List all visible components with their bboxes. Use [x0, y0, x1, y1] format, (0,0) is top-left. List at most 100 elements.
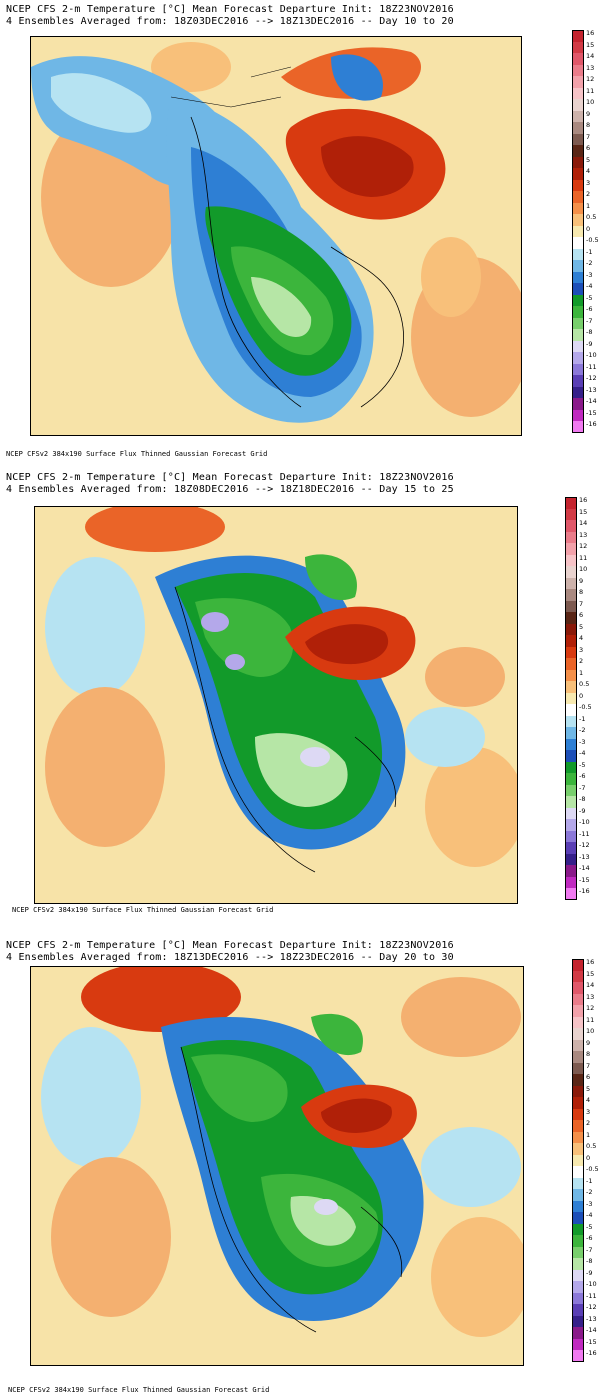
colorbar-label: 0: [579, 691, 584, 700]
colorbar-level: -4: [572, 1211, 608, 1224]
colorbar-swatch: [565, 876, 577, 888]
colorbar-label: 12: [579, 542, 588, 550]
forecast-panel-day-15-25: NCEP CFS 2-m Temperature [°C] Mean Forec…: [0, 468, 616, 938]
colorbar-swatch: [565, 715, 577, 727]
colorbar-label: 6: [586, 1073, 591, 1081]
colorbar-level: -15: [572, 409, 608, 421]
colorbar-level: 10: [572, 1027, 608, 1040]
colorbar-swatch: [572, 41, 584, 53]
colorbar-swatch: [572, 375, 584, 387]
colorbar-label: 4: [579, 634, 584, 642]
colorbar-label: 11: [586, 1015, 595, 1024]
colorbar-label: 9: [586, 1038, 591, 1047]
colorbar-swatch: [565, 566, 577, 578]
colorbar-level: 1: [572, 202, 608, 214]
colorbar-level: -15: [572, 1338, 608, 1350]
colorbar-swatch: [572, 1177, 584, 1189]
colorbar-label: -11: [579, 829, 590, 838]
colorbar-level: -10: [572, 351, 608, 364]
colorbar-swatch: [565, 865, 577, 877]
colorbar-label: 5: [586, 155, 591, 164]
colorbar-level: -10: [565, 818, 601, 831]
temperature-anomaly-map: [30, 36, 522, 436]
colorbar-swatch: [572, 386, 584, 398]
colorbar-swatch: [572, 329, 584, 341]
panel-footer: NCEP CFSv2 384x190 Surface Flux Thinned …: [8, 1386, 270, 1394]
colorbar-label: -12: [579, 841, 590, 849]
colorbar-label: -9: [586, 339, 593, 348]
colorbar-label: 2: [586, 190, 591, 198]
colorbar-level: 15: [572, 40, 608, 53]
colorbar-swatch: [565, 807, 577, 819]
panel-title-line-1: NCEP CFS 2-m Temperature [°C] Mean Forec…: [6, 4, 454, 15]
colorbar-level: 11: [572, 87, 608, 99]
colorbar-swatch: [572, 1062, 584, 1074]
colorbar-label: 10: [586, 1027, 595, 1035]
colorbar-label: -12: [586, 374, 597, 382]
colorbar-level: 16: [565, 496, 601, 509]
colorbar-label: 13: [586, 992, 595, 1001]
colorbar-label: -14: [579, 864, 590, 872]
colorbar-label: 16: [579, 496, 588, 504]
colorbar-swatch: [572, 1143, 584, 1155]
colorbar-level: -8: [572, 1257, 608, 1270]
colorbar-level: 4: [572, 167, 608, 180]
forecast-panel-day-20-30: NCEP CFS 2-m Temperature [°C] Mean Forec…: [0, 936, 616, 1398]
colorbar-level: -3: [572, 270, 608, 283]
colorbar-level: 7: [572, 132, 608, 145]
colorbar-label: -10: [586, 1280, 597, 1288]
colorbar-swatch: [572, 248, 584, 260]
colorbar-swatch: [572, 1120, 584, 1132]
colorbar-label: 3: [579, 645, 584, 654]
colorbar-swatch: [572, 294, 584, 306]
colorbar-label: -10: [586, 351, 597, 359]
colorbar-level: 12: [572, 75, 608, 88]
colorbar-swatch: [572, 64, 584, 76]
colorbar-label: 0.5: [586, 1142, 597, 1150]
colorbar-label: 15: [586, 40, 595, 49]
colorbar-swatch: [572, 982, 584, 994]
colorbar-label: 8: [586, 1050, 591, 1058]
colorbar-swatch: [572, 99, 584, 111]
colorbar-level: 6: [572, 1073, 608, 1086]
colorbar-label: -16: [586, 420, 597, 428]
colorbar-swatch: [572, 959, 584, 971]
colorbar-label: -13: [586, 385, 597, 394]
colorbar-swatch: [572, 145, 584, 157]
colorbar-level: -1: [572, 1176, 608, 1189]
colorbar-level: 12: [572, 1004, 608, 1017]
colorbar-label: 7: [586, 132, 591, 141]
colorbar-label: -5: [586, 293, 593, 302]
colorbar-label: 13: [586, 63, 595, 72]
colorbar-label: -13: [586, 1314, 597, 1323]
colorbar-level: 14: [565, 519, 601, 532]
colorbar-swatch: [572, 340, 584, 352]
colorbar-swatch: [572, 1292, 584, 1304]
colorbar-label: 0.5: [586, 213, 597, 221]
colorbar-level: -1: [572, 248, 608, 260]
colorbar-swatch: [565, 681, 577, 693]
colorbar-label: -11: [586, 362, 597, 371]
colorbar-level: -14: [572, 1326, 608, 1339]
colorbar-label: -1: [586, 1176, 593, 1185]
colorbar-label: 14: [586, 981, 595, 989]
colorbar-label: 11: [579, 553, 588, 562]
colorbar-level: 13: [572, 63, 608, 76]
colorbar-label: 9: [579, 576, 584, 585]
colorbar-label: 1: [579, 668, 584, 677]
colorbar-level: -13: [572, 385, 608, 398]
colorbar-level: 3: [572, 179, 608, 191]
colorbar-swatch: [565, 589, 577, 601]
colorbar-label: -13: [579, 852, 590, 861]
colorbar-label: 12: [586, 1004, 595, 1012]
colorbar-label: -3: [586, 270, 593, 279]
colorbar-swatch: [572, 1039, 584, 1051]
colorbar-swatch: [572, 970, 584, 982]
colorbar-swatch: [572, 1074, 584, 1086]
colorbar-level: 6: [572, 144, 608, 157]
colorbar-label: 13: [579, 530, 588, 539]
colorbar-label: -9: [579, 806, 586, 815]
colorbar-level: -16: [572, 1349, 608, 1362]
colorbar-level: -13: [565, 852, 601, 865]
forecast-panel-day-10-20: NCEP CFS 2-m Temperature [°C] Mean Forec…: [0, 0, 616, 468]
